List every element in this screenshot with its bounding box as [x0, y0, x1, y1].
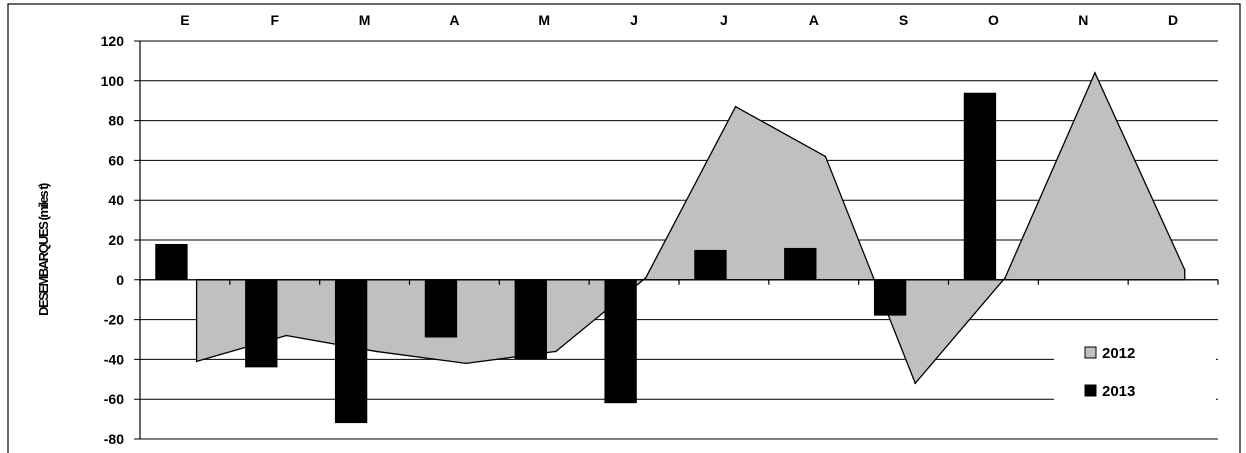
area-point-2012 [375, 350, 378, 353]
area-point-2012 [285, 334, 288, 337]
legend-label: 2012 [1102, 345, 1135, 362]
series-2013-bars [155, 92, 997, 424]
area-point-2012 [824, 155, 827, 158]
bar-2013 [245, 279, 278, 368]
bar-2013 [963, 92, 997, 280]
bar-2013 [604, 279, 637, 404]
area-point-2012 [1183, 269, 1186, 271]
area-point-2012 [644, 277, 647, 279]
y-tick-label: 100 [101, 73, 125, 89]
x-tick-label: N [1078, 12, 1088, 28]
bar-2013 [155, 243, 188, 280]
legend-label: 2013 [1102, 383, 1135, 400]
y-tick-labels: -80 -60 -40 -20 0 20 40 60 80 100 120 [101, 33, 125, 447]
x-tick-label: A [809, 12, 819, 28]
legend-swatch [1084, 384, 1097, 397]
y-tick-label: 60 [108, 152, 124, 168]
bar-2013 [424, 279, 458, 338]
x-tick-label: F [270, 12, 279, 28]
area-point-2012 [914, 382, 917, 385]
y-axis-label: DESEMBARQUES (miles t) [36, 183, 51, 316]
area-point-2012 [195, 360, 198, 363]
x-tick-label: A [449, 12, 459, 28]
area-point-2012 [1004, 277, 1006, 279]
bar-2013 [873, 279, 907, 316]
x-tick-label: D [1168, 12, 1178, 28]
area-point-2012 [1094, 72, 1096, 74]
legend-box [1054, 330, 1216, 430]
y-tick-label: 40 [108, 192, 124, 208]
legend-swatch [1084, 346, 1097, 359]
x-tick-label: J [720, 12, 728, 28]
area-point-2012 [555, 350, 557, 353]
bar-2013 [334, 279, 368, 424]
x-tick-label: M [359, 12, 371, 28]
y-tick-label: -60 [104, 391, 124, 407]
gridlines [134, 40, 1218, 440]
y-tick-label: -40 [104, 351, 124, 367]
x-tick-label: J [630, 12, 638, 28]
bar-2013 [514, 279, 547, 360]
y-tick-label: 120 [101, 33, 125, 49]
x-tick-label: E [180, 12, 189, 28]
x-tick-label: S [899, 12, 908, 28]
bar-2013 [784, 247, 817, 280]
y-tick-label: -20 [104, 312, 124, 328]
y-tick-label: 80 [108, 113, 124, 129]
x-tick-label: O [988, 12, 999, 28]
legend: 2012 2013 [1054, 330, 1216, 430]
bar-2013 [694, 249, 727, 280]
y-tick-label: -80 [104, 431, 124, 447]
area-point-2012 [734, 105, 737, 108]
area-point-2012 [465, 362, 467, 365]
axes [139, 41, 1219, 439]
y-tick-label: 20 [108, 232, 124, 248]
x-tick-label: M [538, 12, 550, 28]
y-tick-label: 0 [116, 272, 124, 288]
